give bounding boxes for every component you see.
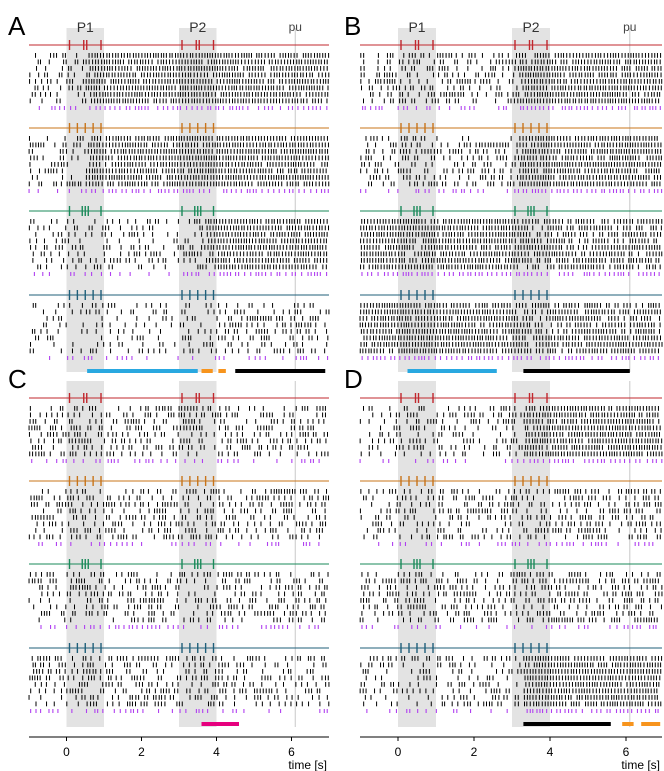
neuron-group-a-1 [29, 40, 330, 110]
shade-p2-c [179, 381, 217, 727]
neuron-group-a-2 [28, 123, 330, 193]
neuron-group-b-3 [360, 206, 663, 276]
shade-p2-a [179, 28, 217, 372]
raster-layer [28, 40, 663, 741]
shade-p2-b [512, 28, 550, 372]
shade-p1-a [66, 28, 104, 372]
neuron-group-b-4 [359, 290, 663, 360]
shade-p1-b [398, 28, 436, 372]
neuron-group-a-4 [29, 290, 330, 360]
shade-p2-d [512, 381, 550, 727]
neuron-group-b-2 [360, 123, 663, 193]
shading-layer [66, 28, 631, 727]
shade-p1-d [398, 381, 436, 727]
neuron-group-b-1 [360, 40, 663, 110]
neuron-group-a-3 [28, 206, 329, 276]
